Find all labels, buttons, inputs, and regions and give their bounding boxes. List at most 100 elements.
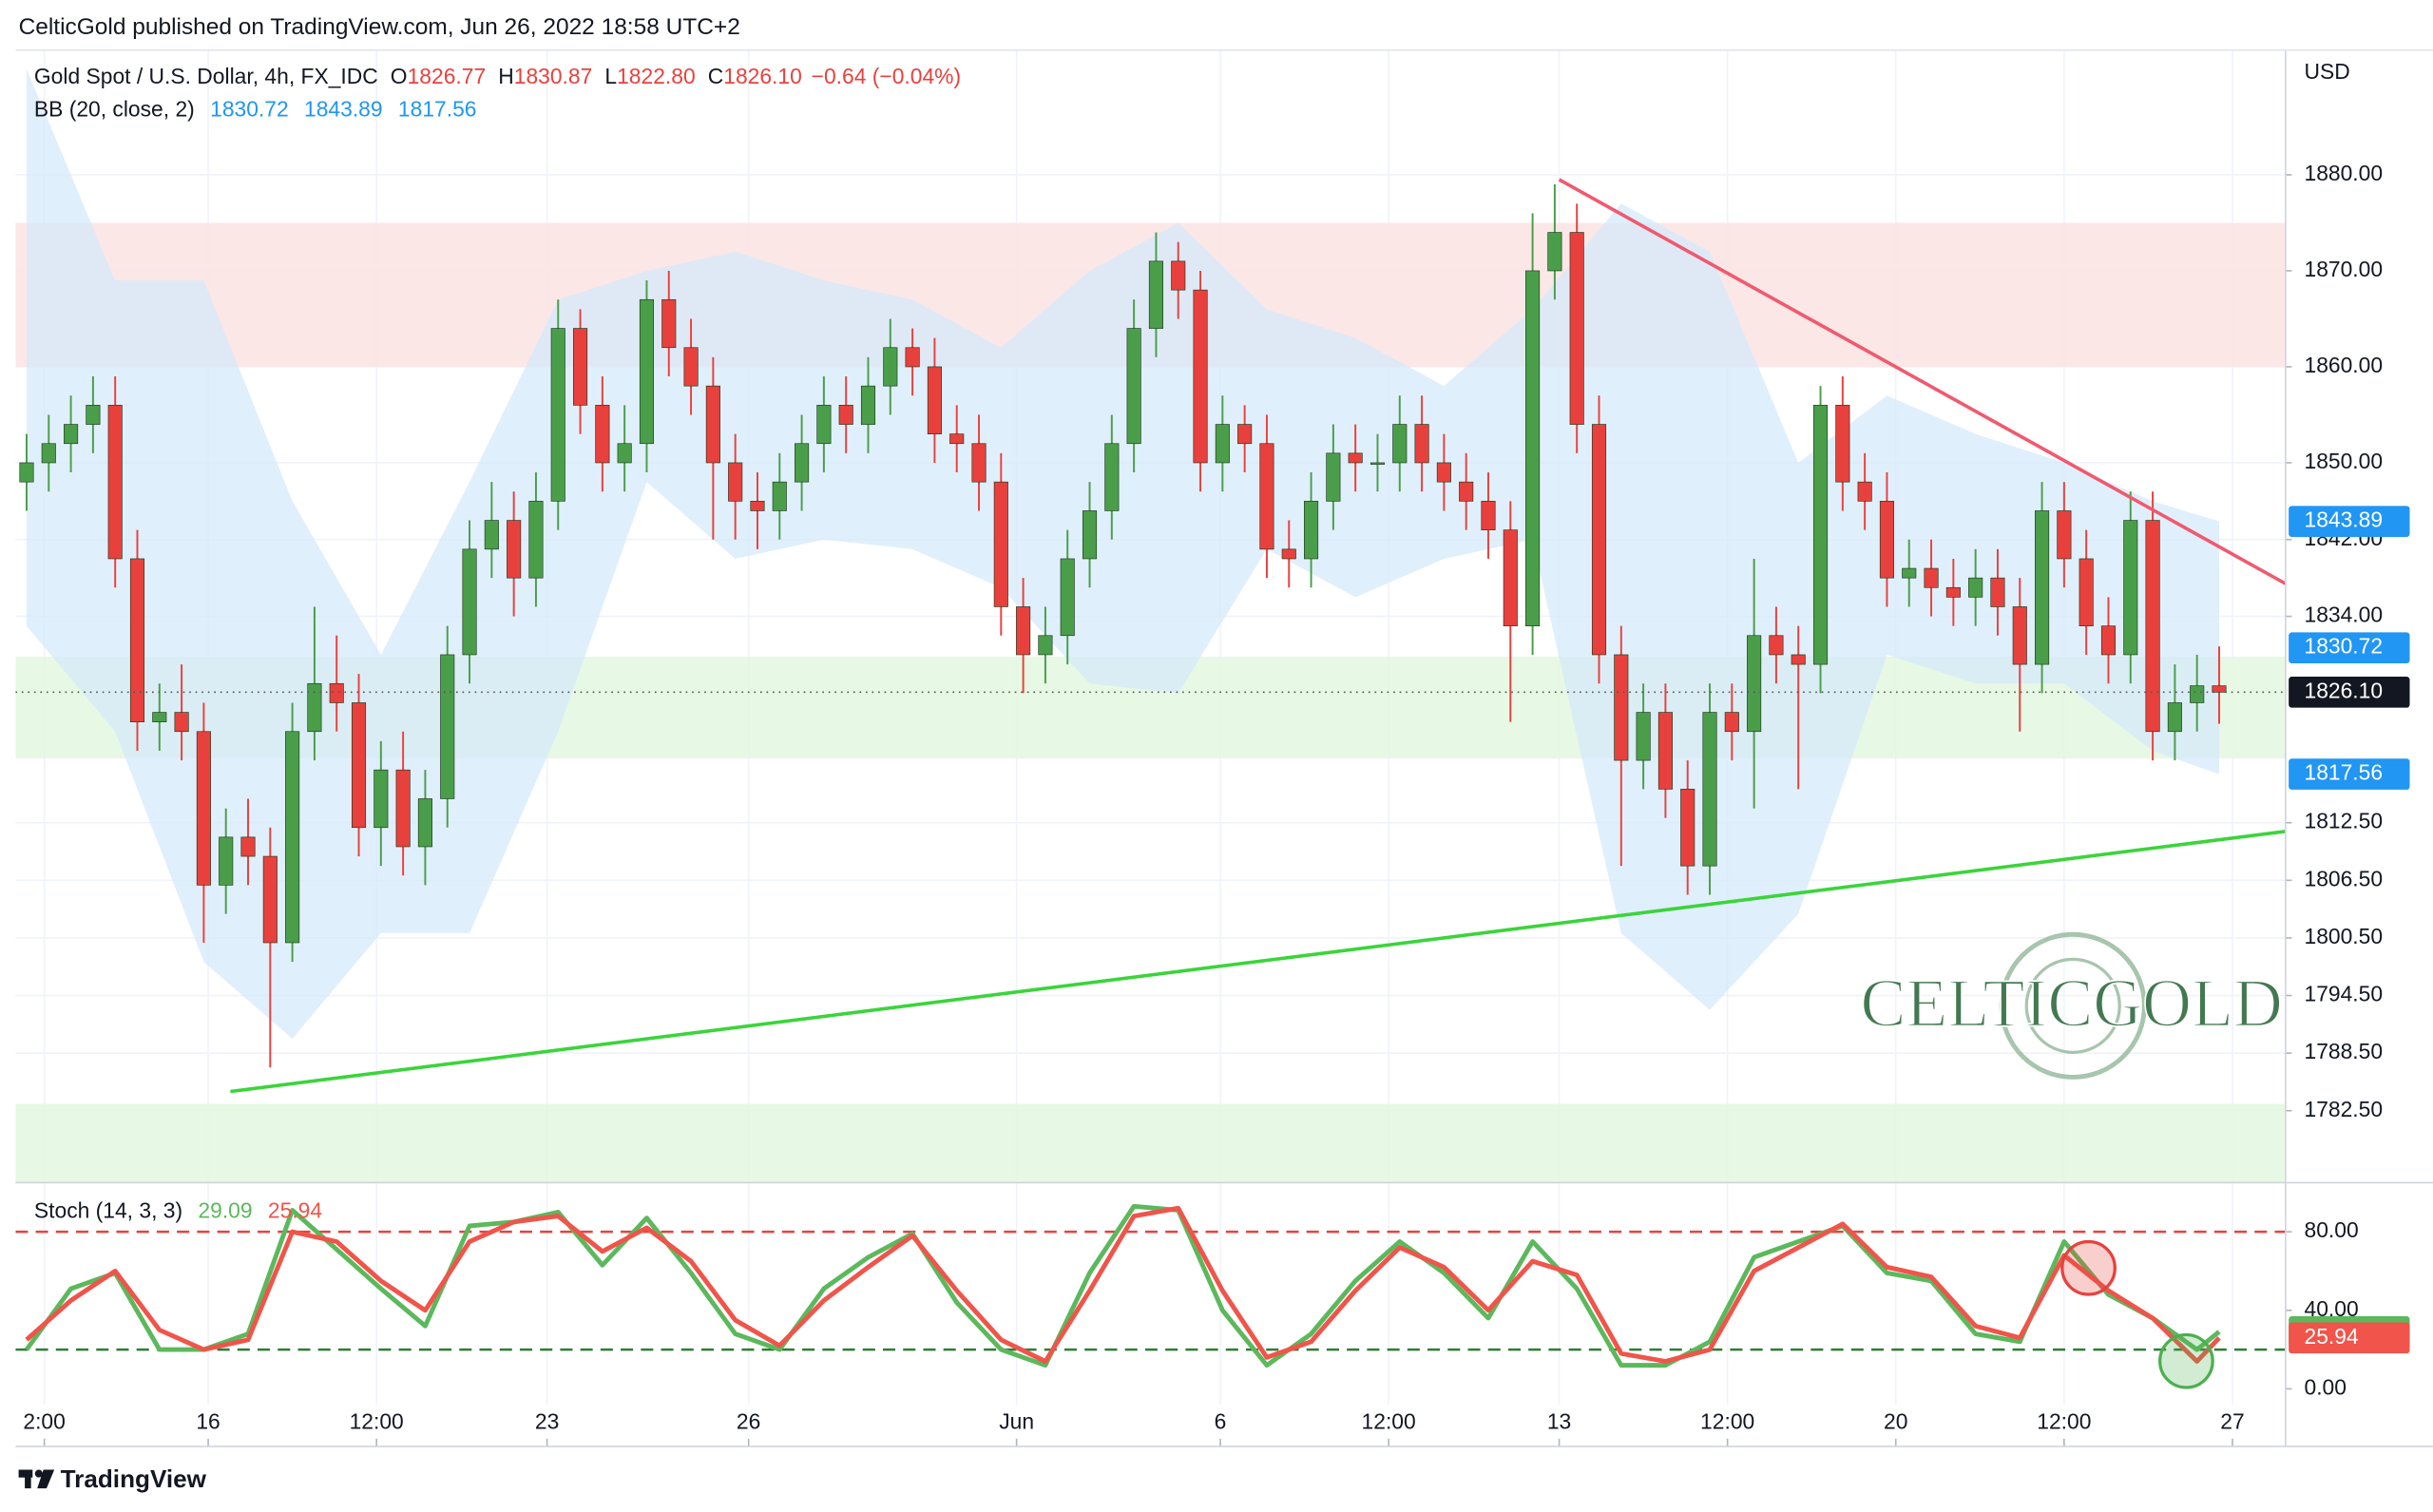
price-label-box (2289, 632, 2410, 664)
y-tick-label: 1880.00 (2304, 161, 2383, 185)
candle-body (2012, 606, 2027, 665)
candle-body (1259, 443, 1274, 550)
candle-body (1171, 260, 1186, 291)
zone (15, 1103, 2286, 1183)
legend-item: 1830.87 (514, 64, 593, 88)
candle-body (285, 731, 300, 944)
y-tick-label: 0.00 (2304, 1374, 2346, 1399)
candle-body (2123, 520, 2138, 656)
legend-item: C (708, 64, 724, 88)
legend-row: Gold Spot / U.S. Dollar, 4h, FX_IDC O1826… (34, 64, 961, 88)
candle-body (860, 385, 876, 425)
y-tick-label: 1800.50 (2304, 924, 2383, 948)
legend-row: BB (20, close, 2) 1830.72 1843.89 1817.56 (34, 96, 477, 121)
candle-body (1126, 328, 1141, 445)
candle-body (507, 520, 522, 579)
candle-body (462, 548, 477, 656)
candle-body (795, 443, 810, 483)
candle-body (1812, 405, 1829, 665)
candle-body (2145, 520, 2160, 733)
stoch-line (25, 1205, 2221, 1364)
candle-body (152, 712, 167, 722)
legend-item: L (604, 64, 617, 88)
candle-body (1370, 462, 1386, 465)
x-tick-label: 12:00 (1362, 1409, 1416, 1434)
trend-line (1558, 178, 2286, 585)
legend-item: 1826.77 (408, 64, 487, 88)
watermark-knot (2024, 957, 2121, 1054)
stoch-line (24, 1203, 2221, 1368)
logo-mark (25, 1469, 31, 1489)
candle-body (64, 424, 79, 445)
candle-body (307, 682, 322, 733)
legend-item: −0.64 (−0.04%) (812, 64, 961, 88)
price-label-box (2289, 677, 2410, 708)
candle-body (528, 501, 544, 579)
candle-body (129, 558, 145, 722)
candle-body (639, 298, 655, 445)
y-tick-label: 80.00 (2304, 1217, 2358, 1242)
candle-body (1879, 501, 1894, 579)
candle-body (219, 836, 234, 886)
annotation-circle (2158, 1332, 2214, 1389)
candle-body (1724, 712, 1739, 733)
x-tick-label: 16 (196, 1409, 220, 1434)
y-tick-label: 1812.50 (2304, 809, 2383, 833)
price-label: 25.94 (2304, 1324, 2358, 1349)
y-tick-label: 1860.00 (2304, 353, 2383, 377)
legend-item: 1826.10 (723, 64, 802, 88)
candle-body (1657, 712, 1673, 790)
legend-item: 1830.72 (210, 96, 289, 121)
candle-body (196, 731, 211, 886)
candle-body (417, 798, 432, 848)
y-tick-label: 1806.50 (2304, 866, 2383, 890)
candle-body (1990, 577, 2005, 607)
publisher-note: CelticGold published on TradingView.com,… (19, 14, 740, 40)
y-tick-label: 1788.50 (2304, 1039, 2383, 1063)
x-tick-label: 23 (535, 1409, 559, 1434)
candle-body (2190, 685, 2205, 703)
y-tick-label: 1782.50 (2304, 1097, 2383, 1121)
candle-body (1436, 462, 1451, 483)
candle-body (329, 682, 344, 703)
candle-body (1038, 635, 1053, 656)
candle-body (1747, 635, 1762, 733)
watermark-text: CELTICGOLD (1860, 966, 2282, 1042)
legend-item: O (391, 64, 408, 88)
candle-body (395, 769, 411, 848)
price-label: 1843.89 (2304, 507, 2383, 532)
candle-body (107, 405, 123, 560)
candle-body (351, 702, 367, 829)
candle-body (1082, 510, 1098, 560)
candle-body (1702, 712, 1717, 867)
legend-item: H (498, 64, 514, 88)
y-tick-label: 1870.00 (2304, 257, 2383, 281)
price-label: 1830.72 (2304, 634, 2383, 659)
watermark: CELTICGOLD (1860, 931, 2284, 1080)
candle-body (949, 433, 965, 445)
candle-body (2079, 558, 2094, 626)
labels-layer: 1880.001870.001860.001850.001842.001834.… (23, 59, 2410, 1447)
candle-body (1326, 452, 1341, 502)
candle-body (1945, 586, 1961, 598)
candle-body (683, 347, 699, 387)
candle-body (905, 347, 920, 368)
candle-body (883, 347, 898, 387)
x-tick-label: 13 (1547, 1409, 1571, 1434)
candle-body (1902, 567, 1917, 579)
logo-mark (34, 1469, 43, 1478)
legend-item: Gold Spot / U.S. Dollar, 4h, FX_IDC (34, 64, 378, 88)
tradingview-logo: TradingView (18, 1464, 207, 1493)
bollinger-band (26, 68, 2219, 1039)
candle-body (484, 520, 499, 550)
price-label-box (2289, 506, 2410, 537)
candle-body (1348, 452, 1363, 464)
x-tick-label: 20 (1884, 1409, 1907, 1434)
x-tick-label: Jun (999, 1409, 1034, 1434)
legend-item: BB (20, close, 2) (34, 96, 195, 121)
candle-body (1304, 501, 1319, 560)
candle-body (838, 405, 853, 425)
legend-item: 1843.89 (304, 96, 383, 121)
x-tick-label: 12:00 (350, 1409, 404, 1434)
footer-brand: TradingView (61, 1464, 207, 1493)
